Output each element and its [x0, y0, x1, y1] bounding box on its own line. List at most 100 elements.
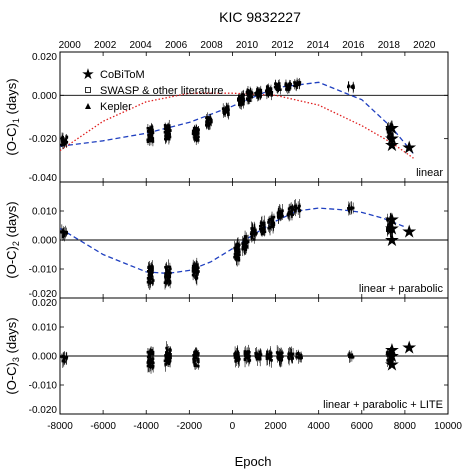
- data-point: [246, 354, 249, 358]
- data-point: [241, 242, 244, 245]
- data-point: [61, 230, 65, 233]
- data-point: [195, 353, 199, 357]
- y-tick-label: -0.010: [29, 381, 58, 392]
- panel-label: linear + parabolic + LITE: [323, 399, 443, 411]
- data-point: [387, 227, 390, 231]
- data-point: [236, 244, 240, 247]
- year-tick-label: 2004: [129, 40, 152, 51]
- data-point: [288, 83, 292, 87]
- data-point: [279, 352, 283, 356]
- data-point: [287, 88, 291, 91]
- data-point: [60, 355, 64, 358]
- data-point: [295, 207, 298, 210]
- data-point: [205, 122, 208, 126]
- data-point: [261, 226, 265, 230]
- year-tick-label: 2016: [342, 40, 365, 51]
- data-point: [240, 93, 243, 96]
- data-point: [150, 364, 154, 368]
- data-point: [151, 279, 155, 282]
- data-point: [253, 229, 257, 232]
- data-point: [270, 216, 274, 219]
- fit-curve: [60, 81, 415, 155]
- x-tick-label: 8000: [394, 421, 417, 432]
- data-point: [238, 95, 241, 99]
- panel-3: 0.020 0.010 0.000 -0.010 -0.020 (O-C)3 (days)…: [4, 297, 449, 416]
- data-point: [348, 355, 351, 358]
- y-tick-label: 0.020: [32, 298, 57, 309]
- cobitom-star: ★: [384, 355, 400, 375]
- data-point: [267, 226, 270, 230]
- data-point: [150, 359, 153, 362]
- data-point: [295, 352, 299, 356]
- legend: ★ CoBiToM SWASP & other literature Kepler: [81, 66, 223, 113]
- data-point: [152, 361, 155, 365]
- x-tick-label: -4000: [133, 421, 159, 432]
- data-point: [276, 356, 279, 359]
- data-point: [167, 352, 170, 355]
- data-point: [387, 137, 391, 140]
- data-point: [268, 357, 272, 361]
- y-axis-label: (O-C)3 (days): [4, 317, 21, 394]
- data-point: [250, 236, 254, 239]
- cobitom-star: ★: [384, 210, 400, 230]
- cobitom-star: ★: [401, 337, 417, 357]
- panel-2: 0.010 0.000 -0.010 -0.020 (O-C)2 (days) linea…: [4, 181, 449, 300]
- data-point: [285, 88, 288, 91]
- data-point: [296, 352, 300, 355]
- data-point: [236, 356, 240, 360]
- data-point: [169, 267, 172, 271]
- data-point: [147, 279, 150, 283]
- data-point: [298, 204, 301, 208]
- data-point: [278, 356, 281, 359]
- data-point: [222, 111, 226, 114]
- data-point: [194, 274, 198, 278]
- cobitom-star: ★: [384, 118, 400, 138]
- data-point: [167, 278, 171, 281]
- cobitom-star: ★: [384, 346, 400, 366]
- data-point: [165, 361, 169, 365]
- data-point: [166, 348, 169, 352]
- data-point: [287, 212, 290, 216]
- data-point: [257, 353, 261, 356]
- y-tick-label: -0.010: [29, 265, 58, 276]
- cobitom-star: ★: [384, 129, 400, 149]
- data-point: [265, 85, 269, 89]
- year-tick-label: 2000: [59, 40, 82, 51]
- data-point: [266, 350, 269, 354]
- data-point: [65, 140, 69, 144]
- data-point: [257, 94, 260, 97]
- data-point: [146, 364, 150, 368]
- data-point: [277, 211, 281, 214]
- y-tick-label: -0.020: [29, 289, 58, 300]
- data-point: [245, 356, 248, 359]
- data-point: [296, 206, 300, 210]
- data-point: [241, 245, 245, 249]
- data-point: [195, 126, 198, 130]
- data-point: [390, 349, 393, 353]
- data-point: [148, 351, 151, 354]
- data-point: [235, 353, 238, 357]
- data-point: [149, 127, 153, 130]
- data-point: [388, 356, 392, 360]
- legend-star-icon: ★: [81, 66, 94, 83]
- data-point: [147, 355, 150, 359]
- year-tick-label: 2018: [378, 40, 401, 51]
- x-tick-label: -6000: [90, 421, 116, 432]
- y-tick-label: 0.000: [32, 352, 57, 363]
- legend-label: Kepler: [100, 101, 132, 113]
- data-point: [246, 90, 249, 94]
- data-point: [245, 240, 249, 243]
- data-point: [167, 362, 171, 365]
- y-axis-label: (O-C)2 (days): [4, 201, 21, 278]
- data-point: [192, 354, 195, 357]
- data-point: [388, 223, 392, 226]
- data-point: [281, 355, 284, 358]
- data-point: [291, 207, 294, 211]
- data-point: [351, 206, 355, 210]
- data-point: [255, 231, 258, 235]
- x-tick-label: 2000: [264, 421, 287, 432]
- data-point: [274, 85, 278, 89]
- panel-label: linear: [416, 167, 443, 179]
- x-tick-label: 4000: [308, 421, 331, 432]
